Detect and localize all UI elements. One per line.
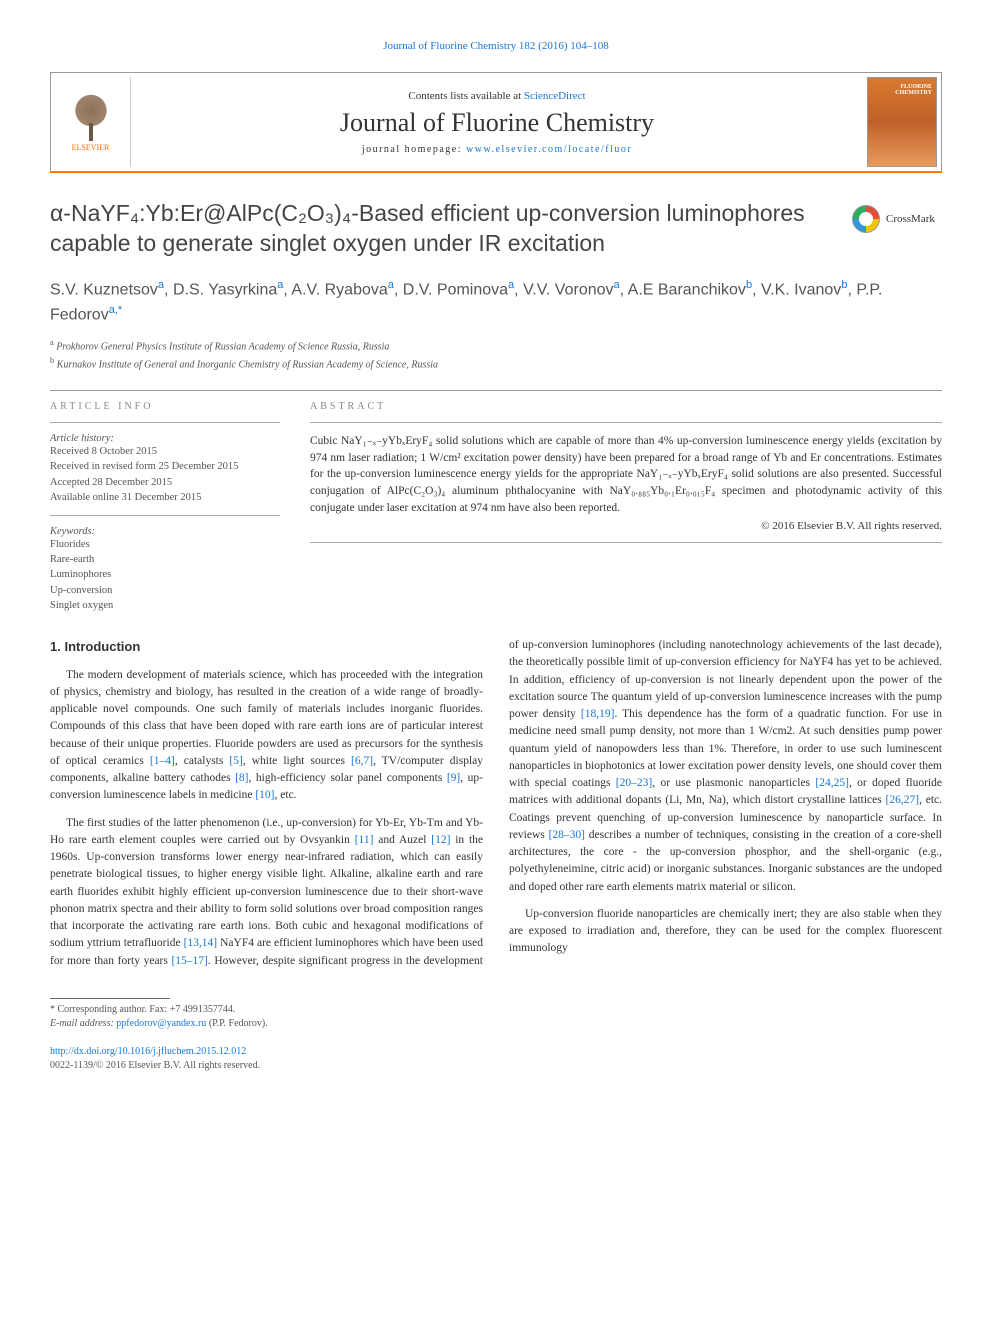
- issn-line: 0022-1139/© 2016 Elsevier B.V. All right…: [50, 1059, 942, 1073]
- divider-top: [50, 390, 942, 391]
- email-suffix: (P.P. Fedorov).: [206, 1018, 267, 1029]
- ref-link[interactable]: [15–17]: [171, 955, 207, 967]
- article-info-label: ARTICLE INFO: [50, 401, 280, 412]
- doi-line: http://dx.doi.org/10.1016/j.jfluchem.201…: [50, 1045, 942, 1059]
- affiliations: a Prokhorov General Physics Institute of…: [50, 337, 942, 372]
- article-title: α-NaYF₄:Yb:Er@AlPc(C₂O₃)₄-Based efficien…: [50, 199, 832, 259]
- doi-link[interactable]: http://dx.doi.org/10.1016/j.jfluchem.201…: [50, 1046, 246, 1057]
- ref-link[interactable]: [20–23]: [616, 777, 652, 789]
- ref-link[interactable]: [6,7]: [351, 755, 373, 767]
- contents-line: Contents lists available at ScienceDirec…: [131, 90, 863, 102]
- ref-link[interactable]: [13,14]: [184, 937, 218, 949]
- elsevier-logo: ELSEVIER: [51, 77, 131, 167]
- ref-link[interactable]: [11]: [355, 834, 374, 846]
- info-abstract-row: ARTICLE INFO Article history: Received 8…: [50, 401, 942, 613]
- keyword: Fluorides: [50, 537, 280, 552]
- keyword: Rare-earth: [50, 552, 280, 567]
- email-link[interactable]: ppfedorov@yandex.ru: [116, 1018, 206, 1029]
- crossmark-label: CrossMark: [886, 213, 935, 225]
- history-line: Received in revised form 25 December 201…: [50, 459, 280, 474]
- abstract: ABSTRACT Cubic NaY₁₋ₓ₋yYbₓEryF₄ solid so…: [310, 401, 942, 613]
- info-divider-1: [50, 422, 280, 423]
- affiliation: b Kurnakov Institute of General and Inor…: [50, 355, 942, 372]
- keywords-label: Keywords:: [50, 526, 280, 537]
- footnote: * Corresponding author. Fax: +7 49913577…: [50, 990, 942, 1073]
- info-divider-2: [50, 515, 280, 516]
- section-heading: 1. Introduction: [50, 637, 483, 657]
- ref-link[interactable]: [10]: [255, 789, 274, 801]
- publisher-name: ELSEVIER: [72, 143, 110, 152]
- affiliation: a Prokhorov General Physics Institute of…: [50, 337, 942, 354]
- body-text: 1. Introduction The modern development o…: [50, 637, 942, 970]
- ref-link[interactable]: [24,25]: [815, 777, 849, 789]
- history-line: Available online 31 December 2015: [50, 490, 280, 505]
- elsevier-tree-icon: [71, 93, 111, 143]
- sciencedirect-link[interactable]: ScienceDirect: [524, 90, 586, 102]
- contents-prefix: Contents lists available at: [408, 90, 523, 102]
- journal-header: ELSEVIER Contents lists available at Sci…: [50, 72, 942, 172]
- abstract-divider-bottom: [310, 542, 942, 543]
- email-label: E-mail address:: [50, 1018, 116, 1029]
- paragraph: Up-conversion fluoride nanoparticles are…: [509, 906, 942, 958]
- article-info: ARTICLE INFO Article history: Received 8…: [50, 401, 280, 613]
- keyword: Up-conversion: [50, 583, 280, 598]
- abstract-label: ABSTRACT: [310, 401, 942, 412]
- header-citation: Journal of Fluorine Chemistry 182 (2016)…: [50, 40, 942, 52]
- ref-link[interactable]: [28–30]: [549, 829, 585, 841]
- ref-link[interactable]: [18,19]: [581, 708, 615, 720]
- citation-link[interactable]: Journal of Fluorine Chemistry 182 (2016)…: [383, 40, 608, 52]
- email-line: E-mail address: ppfedorov@yandex.ru (P.P…: [50, 1017, 942, 1031]
- homepage-line: journal homepage: www.elsevier.com/locat…: [131, 144, 863, 155]
- header-center: Contents lists available at ScienceDirec…: [131, 82, 863, 163]
- paragraph: The modern development of materials scie…: [50, 667, 483, 805]
- keyword: Singlet oxygen: [50, 598, 280, 613]
- homepage-link[interactable]: www.elsevier.com/locate/fluor: [466, 144, 632, 155]
- keyword: Luminophores: [50, 567, 280, 582]
- footnote-divider: [50, 998, 170, 999]
- history-label: Article history:: [50, 433, 280, 444]
- history-line: Accepted 28 December 2015: [50, 475, 280, 490]
- abstract-divider: [310, 422, 942, 423]
- homepage-prefix: journal homepage:: [362, 144, 466, 155]
- crossmark-badge[interactable]: CrossMark: [852, 205, 942, 233]
- abstract-copyright: © 2016 Elsevier B.V. All rights reserved…: [310, 520, 942, 532]
- ref-link[interactable]: [1–4]: [150, 755, 175, 767]
- title-block: α-NaYF₄:Yb:Er@AlPc(C₂O₃)₄-Based efficien…: [50, 199, 942, 259]
- ref-link[interactable]: [26,27]: [886, 794, 920, 806]
- cover-title: FLUORINE CHEMISTRY: [872, 84, 932, 96]
- ref-link[interactable]: [5]: [229, 755, 242, 767]
- ref-link[interactable]: [9]: [447, 772, 460, 784]
- ref-link[interactable]: [8]: [235, 772, 248, 784]
- journal-cover-thumbnail: FLUORINE CHEMISTRY: [867, 77, 937, 167]
- ref-link[interactable]: [12]: [431, 834, 450, 846]
- authors: S.V. Kuznetsova, D.S. Yasyrkinaa, A.V. R…: [50, 277, 942, 328]
- abstract-text: Cubic NaY₁₋ₓ₋yYbₓEryF₄ solid solutions w…: [310, 433, 942, 516]
- corresponding-author: * Corresponding author. Fax: +7 49913577…: [50, 1003, 942, 1017]
- history-line: Received 8 October 2015: [50, 444, 280, 459]
- crossmark-icon: [852, 205, 880, 233]
- journal-name: Journal of Fluorine Chemistry: [131, 108, 863, 138]
